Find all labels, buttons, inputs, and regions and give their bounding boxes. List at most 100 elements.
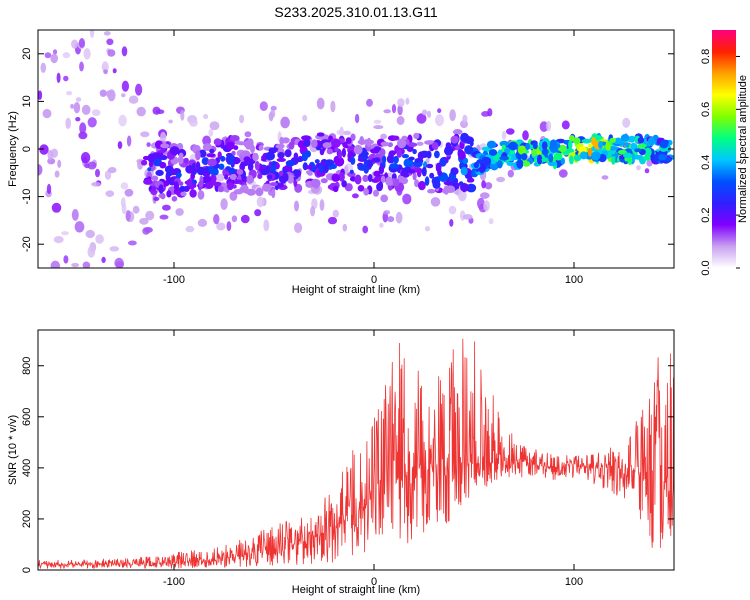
spectrogram-cell (287, 174, 294, 184)
spectrogram-cell (569, 155, 574, 165)
spectrogram-xtick-label: 0 (371, 274, 377, 286)
spectrogram-cell (159, 154, 168, 161)
spectrogram-cell (439, 157, 447, 167)
spectrogram-cell (135, 83, 143, 96)
spectrogram-cell (373, 157, 381, 163)
spectrogram-cell (486, 140, 497, 149)
spectrogram-cell (401, 154, 409, 159)
spectrogram-cell (101, 256, 106, 263)
spectrogram-cell (501, 130, 507, 140)
spectrogram-cell (437, 169, 442, 176)
spectrogram-cell (347, 171, 356, 178)
spectrogram-cell (204, 174, 211, 183)
spectrogram-cell (267, 174, 273, 180)
spectrogram-cell (437, 108, 442, 114)
spectrogram-cell (398, 175, 405, 182)
spectrogram-cell (95, 234, 104, 244)
spectrogram-cell (541, 141, 548, 150)
spectrogram-cell (54, 170, 60, 178)
spectrogram-cell (140, 131, 150, 138)
spectrogram-cell (507, 169, 514, 178)
snr-xtick-label: 0 (371, 576, 377, 588)
spectrogram-cell (644, 168, 650, 174)
spectrogram-cell (337, 149, 343, 160)
spectrogram-cell (327, 216, 338, 225)
spectrogram-cell (151, 185, 157, 192)
spectrogram-cell (124, 188, 134, 197)
spectrogram-cell (270, 105, 277, 111)
spectrogram-cell (350, 133, 356, 141)
spectrogram-cell (78, 38, 85, 48)
spectrogram-cell (609, 146, 618, 151)
spectrogram-cell (257, 173, 263, 179)
spectrogram-cell (344, 165, 349, 176)
spectrogram-cell (46, 183, 52, 195)
spectrogram-ytick-label: 10 (21, 95, 33, 107)
spectrogram-cell (61, 231, 69, 236)
spectrogram-cell (38, 90, 43, 100)
spectrogram-cell (71, 262, 80, 268)
spectrogram-cell (362, 225, 369, 234)
spectrogram-cell (65, 117, 71, 129)
spectrogram-cell (425, 226, 430, 232)
spectrogram-cell (277, 152, 285, 159)
spectrogram-cell (311, 139, 318, 148)
spectrogram-cell (483, 200, 490, 212)
spectrogram-cell (79, 122, 87, 134)
snr-ytick-label: 400 (21, 459, 33, 477)
spectrogram-cell (224, 174, 229, 180)
snr-xlabel: Height of straight line (km) (292, 584, 420, 596)
spectrogram-cell (141, 159, 148, 166)
spectrogram-cell (462, 114, 468, 124)
spectrogram-cell (229, 135, 240, 142)
spectrogram-cell (156, 109, 165, 114)
spectrogram-cell (457, 189, 467, 202)
spectrogram-cell (324, 159, 335, 167)
spectrogram-cell (601, 175, 609, 180)
spectrogram-cell (285, 160, 295, 167)
spectrogram-cell (345, 137, 352, 145)
snr-ytick-label: 800 (21, 357, 33, 375)
spectrogram-cell (341, 180, 347, 188)
spectrogram-cell (151, 152, 161, 159)
spectrogram-cell (380, 194, 389, 203)
spectrogram-cell (209, 148, 215, 154)
spectrogram-cell (209, 121, 220, 131)
spectrogram-cell (373, 189, 379, 197)
spectrogram-cell (63, 255, 69, 264)
spectrogram-cell (536, 154, 543, 165)
spectrogram-cell (301, 151, 308, 162)
colorbar-tick-label: 0.4 (700, 155, 712, 170)
spectrogram-cell (143, 178, 153, 185)
spectrogram-cell (353, 144, 363, 155)
spectrogram-cell (170, 169, 178, 175)
spectrogram-cell (202, 143, 212, 152)
spectrogram-cell (112, 68, 117, 74)
spectrogram-cell (499, 140, 509, 147)
spectrogram-cell (66, 91, 73, 96)
spectrogram-ytick-label: 0 (21, 146, 33, 152)
spectrogram-cell (408, 156, 415, 161)
spectrogram-cell (506, 128, 515, 135)
spectrogram-cell (501, 144, 506, 150)
spectrogram-cell (229, 191, 238, 201)
spectrogram-cell (414, 179, 420, 188)
spectrogram-cell (103, 69, 108, 75)
spectrogram-cell (236, 169, 244, 175)
spectrogram-cell (316, 97, 325, 110)
spectrogram-cell (573, 154, 582, 162)
spectrogram-ytick-label: -20 (21, 236, 33, 252)
spectrogram-cell (155, 169, 164, 176)
spectrogram-cell (591, 151, 601, 161)
spectrogram-cell (191, 162, 196, 172)
spectrogram-cell (573, 137, 581, 145)
spectrogram-cell (435, 114, 444, 127)
spectrogram-cell (75, 117, 81, 122)
spectrogram-cell (465, 174, 473, 180)
spectrogram-cell (89, 30, 95, 38)
spectrogram-cell (387, 179, 393, 186)
spectrogram-cell (579, 146, 587, 154)
spectrogram-cell (412, 148, 417, 155)
spectrogram-cell (139, 217, 149, 225)
spectrogram-cell (95, 168, 100, 178)
